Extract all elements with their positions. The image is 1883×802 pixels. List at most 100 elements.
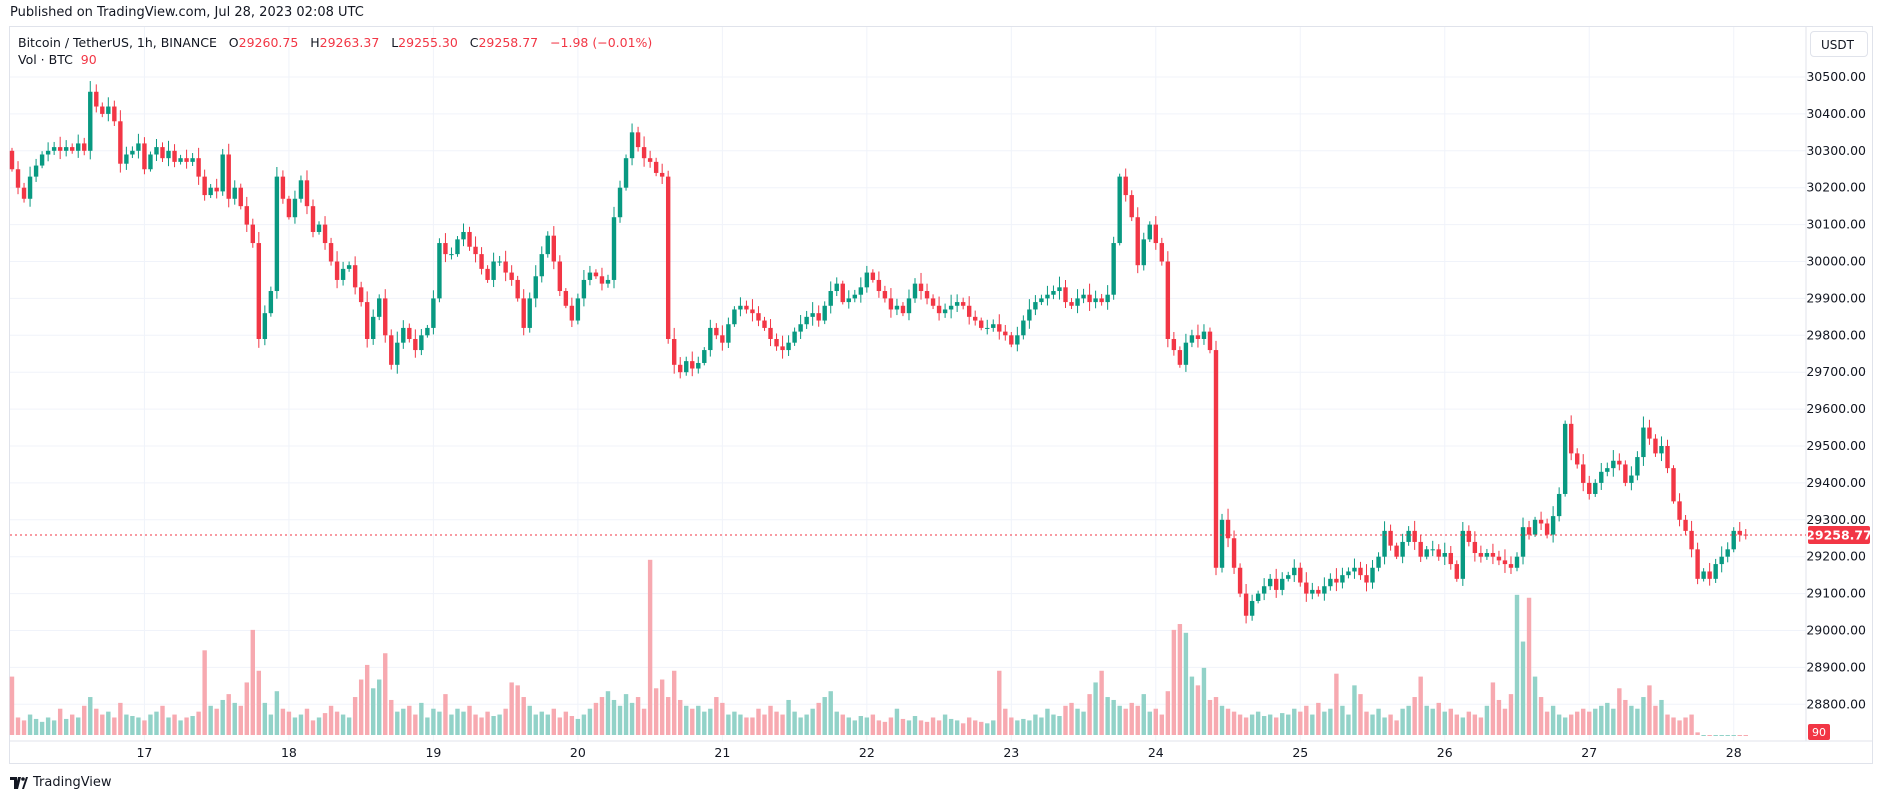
- volume-bar: [1358, 694, 1363, 735]
- volume-bar: [744, 717, 749, 735]
- candle-body: [250, 224, 255, 244]
- volume-bar: [521, 697, 526, 735]
- volume-bar: [708, 708, 713, 735]
- volume-bar: [1394, 720, 1399, 735]
- volume-bar: [274, 691, 280, 735]
- date-tick-label: 24: [1148, 745, 1164, 760]
- candle-body: [1141, 239, 1146, 266]
- volume-bar: [1346, 714, 1351, 735]
- volume-bar: [551, 708, 556, 735]
- volume-bar: [533, 714, 538, 735]
- candle-body: [437, 243, 442, 299]
- volume-bar: [864, 717, 870, 735]
- volume-bar: [1442, 711, 1447, 735]
- candle-body: [641, 147, 647, 159]
- volume-bar: [738, 714, 743, 735]
- date-tick-label: 18: [281, 745, 297, 760]
- candle-body: [1231, 538, 1237, 568]
- volume-bar: [1093, 682, 1098, 735]
- candle-body: [136, 143, 141, 151]
- volume-bar: [389, 699, 394, 735]
- candle-body: [1502, 560, 1508, 565]
- volume-bar: [684, 705, 689, 735]
- candle-body: [912, 283, 918, 299]
- candle-body: [858, 287, 864, 295]
- volume-bar: [780, 714, 785, 735]
- volume-bar: [1550, 705, 1556, 735]
- candles: [9, 81, 1748, 624]
- candle-body: [82, 143, 87, 151]
- candle-body: [232, 187, 237, 199]
- volume-bar: [1418, 676, 1423, 735]
- candle-body: [1593, 482, 1598, 494]
- candle-body: [1520, 527, 1526, 557]
- candle-body: [1472, 541, 1478, 554]
- candle-body: [1159, 243, 1165, 262]
- volume-bar: [1544, 711, 1550, 735]
- candle-body: [1647, 427, 1652, 439]
- volume-bar: [1707, 735, 1712, 736]
- candle-body: [587, 272, 593, 280]
- candle-body: [1261, 586, 1267, 594]
- candle-body: [208, 187, 213, 196]
- candle-body: [1370, 567, 1375, 583]
- volume-bar: [954, 720, 960, 735]
- volume-bar: [810, 708, 815, 735]
- chart-legend: Bitcoin / TetherUS, 1h, BINANCE O29260.7…: [18, 34, 652, 68]
- volume-bar: [431, 708, 436, 735]
- candle-body: [274, 176, 280, 292]
- volume-bar: [250, 629, 255, 735]
- candle-body: [154, 147, 159, 155]
- candle-body: [100, 106, 105, 114]
- candle-body: [1412, 530, 1417, 542]
- volume-bar: [1436, 702, 1441, 735]
- volume-bar: [1466, 711, 1472, 735]
- candle-body: [310, 206, 316, 232]
- last-price-label: 29258.77: [1806, 528, 1872, 543]
- candle-body: [894, 305, 900, 310]
- candle-body: [395, 342, 400, 365]
- candle-body: [431, 298, 436, 328]
- volume-bar: [888, 717, 894, 735]
- candle-body: [1496, 556, 1502, 561]
- volume-bar: [94, 708, 99, 735]
- candle-body: [178, 158, 183, 162]
- volume-bar: [828, 691, 833, 735]
- candle-body: [593, 272, 599, 277]
- volume-bar: [220, 699, 225, 735]
- volume-bar: [1141, 694, 1146, 735]
- volume-bar: [1514, 594, 1520, 735]
- candle-body: [1701, 571, 1706, 579]
- volume-bar: [1526, 597, 1532, 735]
- candle-body: [623, 158, 629, 188]
- volume-bar: [822, 697, 827, 735]
- candle-body: [76, 143, 81, 151]
- volume-bar: [148, 714, 153, 735]
- volume-bar: [1009, 717, 1014, 735]
- volume-bar: [334, 711, 340, 735]
- volume-bar: [1593, 708, 1598, 735]
- symbol-title[interactable]: Bitcoin / TetherUS, 1h, BINANCE: [18, 35, 217, 50]
- last-volume-badge: [1808, 724, 1830, 740]
- volume-bar: [316, 717, 322, 735]
- candle-body: [918, 283, 924, 292]
- volume-bar: [256, 670, 262, 735]
- volume-bar: [268, 714, 274, 735]
- candle-body: [1400, 541, 1405, 557]
- candle-body: [786, 342, 791, 351]
- volume-bar: [1087, 694, 1092, 735]
- currency-button[interactable]: USDT: [1810, 31, 1868, 57]
- volume-bar: [1701, 735, 1706, 736]
- candle-body: [684, 361, 689, 373]
- candle-body: [1243, 593, 1249, 616]
- volume-bar: [82, 705, 87, 735]
- candle-body: [804, 316, 809, 325]
- candle-body: [581, 279, 587, 299]
- volume-title[interactable]: Vol · BTC: [18, 52, 73, 67]
- candle-body: [190, 158, 195, 162]
- volume-bar: [593, 702, 599, 735]
- candle-body: [1093, 298, 1098, 303]
- volume-bar: [1219, 705, 1225, 735]
- date-tick-label: 19: [425, 745, 441, 760]
